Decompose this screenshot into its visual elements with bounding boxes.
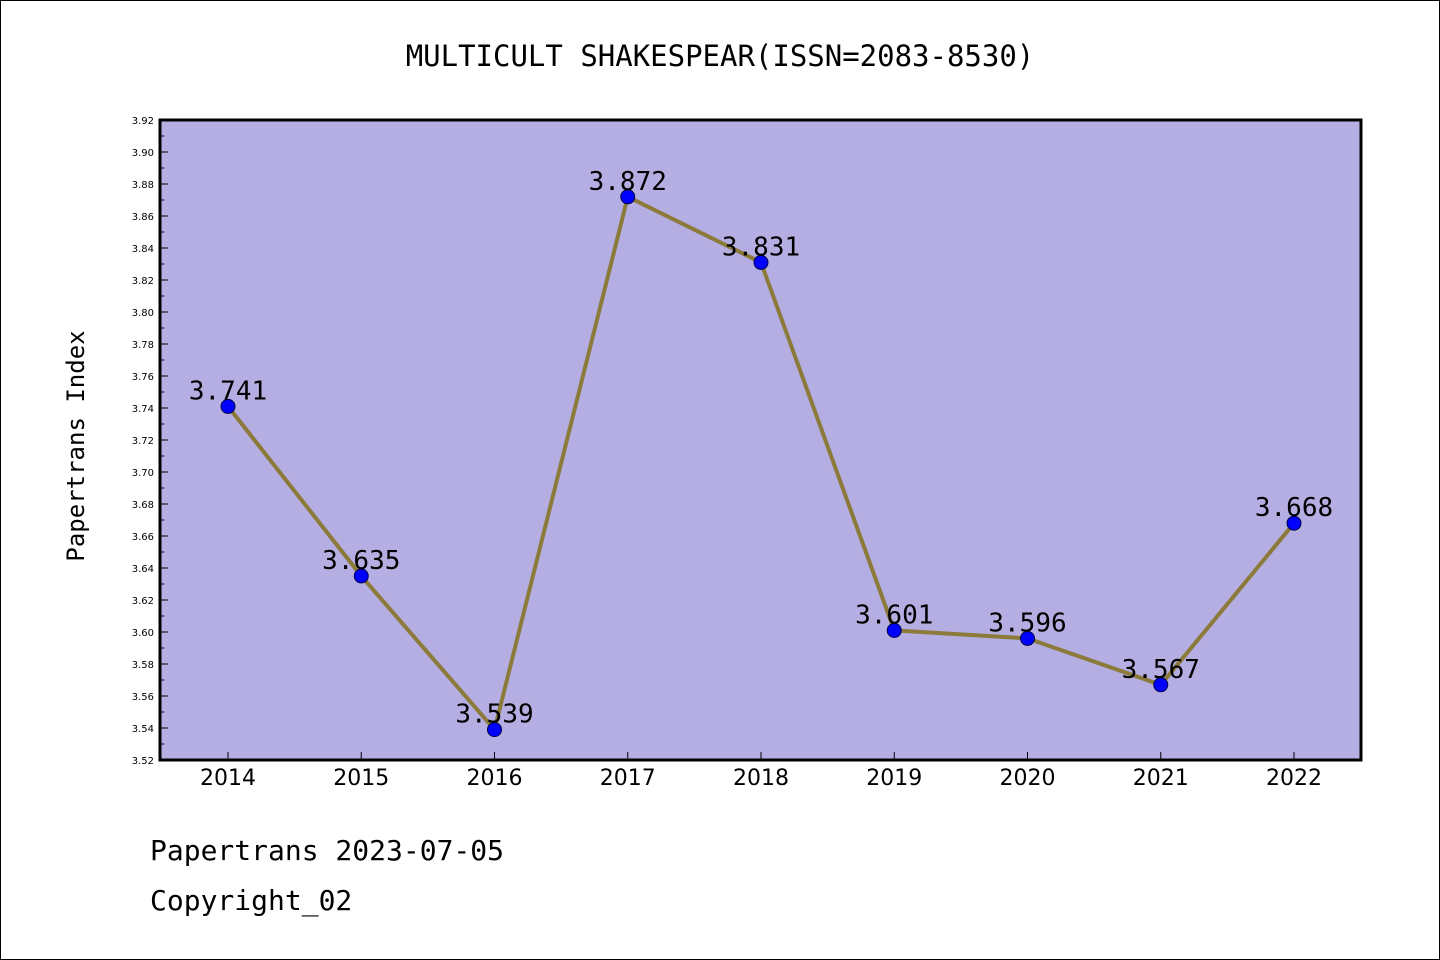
y-tick-label: 3.70 [132, 468, 154, 479]
chart-title: MULTICULT SHAKESPEAR(ISSN=2083-8530) [406, 39, 1035, 73]
y-tick-label: 3.52 [132, 756, 154, 767]
data-label: 3.635 [322, 546, 400, 576]
x-tick-label: 2016 [467, 766, 523, 791]
y-tick-label: 3.64 [132, 564, 154, 575]
data-label: 3.668 [1255, 493, 1333, 523]
x-tick-label: 2018 [733, 766, 789, 791]
data-label: 3.567 [1122, 655, 1200, 685]
y-axis-label: Papertrans Index [62, 330, 90, 561]
y-tick-label: 3.62 [132, 596, 154, 607]
footer-copyright-line: Copyright_02 [150, 884, 353, 917]
data-label: 3.596 [988, 608, 1066, 638]
y-tick-label: 3.54 [132, 724, 154, 735]
plot-area [158, 118, 1363, 762]
data-label: 3.831 [722, 232, 800, 262]
y-tick-label: 3.82 [132, 276, 154, 287]
data-point-marker [220, 398, 236, 414]
y-tick-label: 3.72 [132, 436, 154, 447]
y-tick-label: 3.86 [132, 212, 154, 223]
data-point-marker [886, 622, 902, 638]
data-labels-group: 3.741 3.635 3.539 3.872 3.831 3.601 3.596 3.567… [189, 167, 1333, 730]
markers-group [220, 189, 1302, 738]
data-label: 3.539 [455, 700, 533, 730]
x-tick-label: 2014 [200, 766, 256, 791]
footer-date-line: Papertrans 2023-07-05 [150, 834, 505, 867]
y-tick-label: 3.66 [132, 532, 154, 543]
x-tick-label: 2022 [1266, 766, 1322, 791]
y-tick-label: 3.92 [132, 116, 154, 127]
y-tick-label: 3.76 [132, 372, 154, 383]
y-tick-label: 3.90 [132, 148, 154, 159]
data-point-marker [1153, 677, 1169, 693]
data-label: 3.741 [189, 376, 267, 406]
y-axis: 3.52 3.54 3.56 3.58 3.60 3.62 3.64 3.66 3.68 3.70… [132, 116, 168, 767]
x-tick-label: 2020 [1000, 766, 1056, 791]
y-tick-label: 3.84 [132, 244, 154, 255]
y-tick-label: 3.60 [132, 628, 154, 639]
data-point-marker [487, 722, 502, 738]
y-tick-label: 3.56 [132, 692, 154, 703]
data-point-marker [1020, 630, 1035, 646]
x-tick-label: 2015 [333, 766, 389, 791]
y-tick-label: 3.80 [132, 308, 154, 319]
y-tick-label: 3.68 [132, 500, 154, 511]
y-tick-label: 3.58 [132, 660, 154, 671]
x-tick-label: 2021 [1133, 766, 1189, 791]
x-axis: 2014 2015 2016 2017 2018 2019 2020 2021 2022 [200, 752, 1322, 791]
data-label: 3.601 [855, 600, 933, 630]
data-label: 3.872 [589, 167, 667, 197]
y-tick-label: 3.78 [132, 340, 154, 351]
x-tick-label: 2017 [600, 766, 656, 791]
y-tick-label: 3.88 [132, 180, 154, 191]
y-tick-label: 3.74 [132, 404, 154, 415]
data-point-marker [620, 189, 636, 205]
x-tick-label: 2019 [866, 766, 922, 791]
data-point-marker [753, 254, 769, 270]
data-point-marker [353, 568, 369, 584]
data-point-marker [1286, 515, 1302, 531]
